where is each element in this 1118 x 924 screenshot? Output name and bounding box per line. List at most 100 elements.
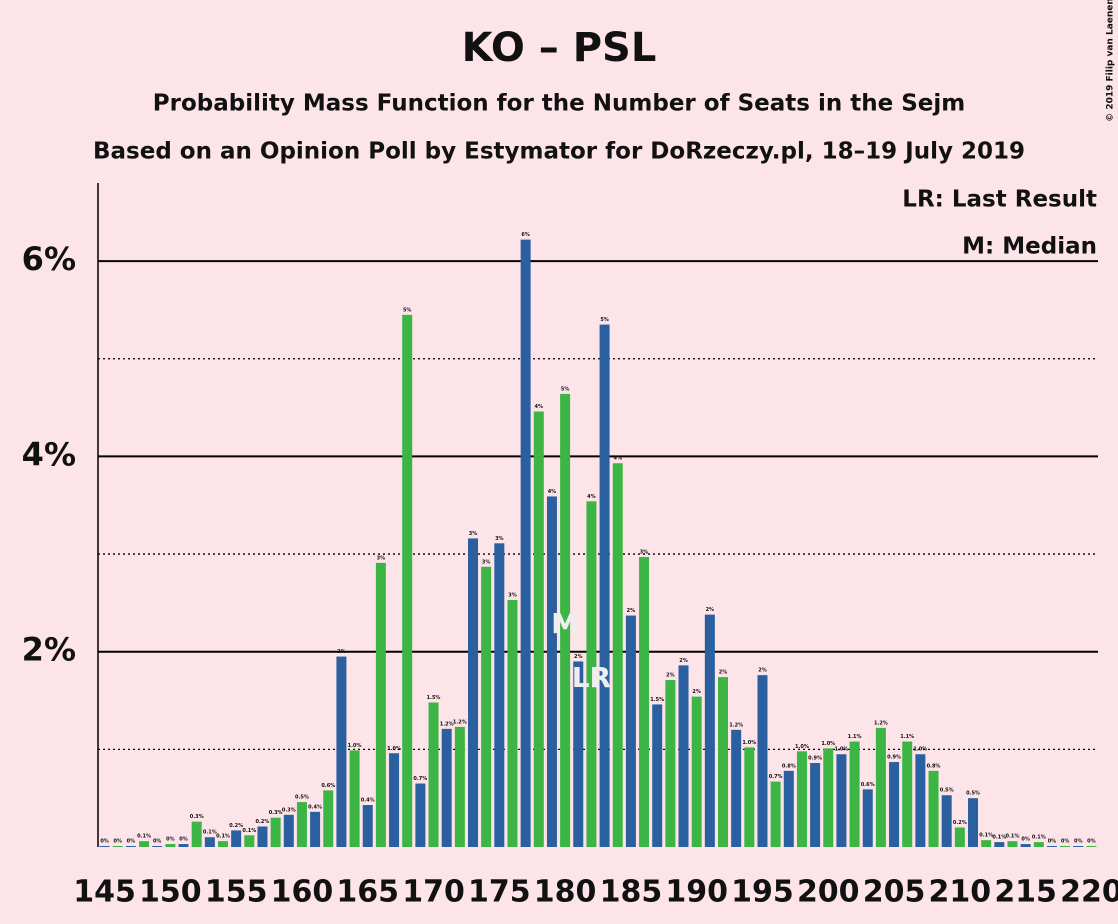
bar [994,842,1005,847]
value-label: 0.2% [256,819,270,825]
value-label: 4% [587,494,596,500]
value-label: 0.6% [861,782,875,788]
bar [678,665,689,847]
bar [468,538,478,847]
x-tick-label: 170 [402,875,465,910]
value-label: 3% [495,536,504,542]
legend-entry: LR: Last Result [902,187,1097,213]
value-label: 2% [706,607,715,613]
bar [112,846,123,847]
bar [415,783,426,847]
value-label: 0.7% [769,774,783,780]
bar [125,846,136,847]
bar [718,677,728,847]
bar [296,802,307,847]
bar [1046,846,1057,847]
bar [1060,846,1071,847]
value-label: 1.2% [729,722,743,728]
bar [441,728,452,847]
x-tick-label: 145 [73,875,136,910]
bar [1073,846,1084,847]
bar [1020,844,1031,847]
x-tick-label: 180 [534,875,597,910]
value-label: 1.0% [387,746,401,752]
value-label: 1.5% [427,695,441,701]
bar [889,762,900,847]
bar [849,741,860,847]
y-tick-label: 6% [22,240,76,278]
bar [599,324,610,847]
bar [954,827,965,847]
bar [981,840,992,847]
bar [757,675,768,847]
bar [152,846,163,847]
value-label: 0.9% [808,756,822,762]
bar [283,814,294,847]
bar [507,599,518,847]
bar [389,753,400,847]
bar [1033,842,1044,847]
value-label: 0.1% [992,835,1006,841]
bar [323,790,334,847]
value-label: 0.3% [190,814,204,820]
value-label: 4% [535,404,544,410]
value-label: 1.2% [440,721,454,727]
value-label: 0.8% [927,763,941,769]
bar [625,615,636,847]
bar [1086,846,1097,847]
bar [231,830,242,847]
y-tick-label: 4% [22,435,76,473]
value-label: 1.0% [348,743,362,749]
x-tick-label: 205 [863,875,926,910]
bar [704,614,715,847]
value-label: 0% [1021,837,1030,843]
bar [310,811,321,847]
value-label: 6% [521,232,530,238]
bar [652,704,663,847]
value-label: 0.4% [361,798,375,804]
bar [862,789,873,847]
value-label: 1.0% [742,740,756,746]
value-label: 1.2% [453,719,467,725]
value-label: 0.1% [216,834,230,840]
y-tick-label: 2% [22,631,76,669]
value-label: 3% [377,555,386,561]
value-label: 5% [403,307,412,313]
bar [494,543,505,847]
chart-title: KO – PSL [462,25,657,71]
legend-entry: M: Median [962,234,1097,260]
value-label: 0.7% [413,776,427,782]
bar [823,748,834,847]
value-label: 0.3% [269,810,283,816]
bar [770,781,781,847]
bar [454,726,465,847]
bar [915,754,926,847]
value-label: 0% [1061,839,1070,845]
value-label: 0.5% [966,791,980,797]
chart-subtitle: Based on an Opinion Poll by Estymator fo… [93,139,1025,165]
value-label: 3% [640,549,649,555]
bar [257,826,268,847]
bar [178,844,189,847]
value-label: 2% [719,670,728,676]
value-label: 0% [127,839,136,845]
bar [836,754,847,847]
bar [612,463,623,847]
value-label: 0.4% [308,804,322,810]
value-label: 0% [1048,839,1057,845]
value-label: 5% [561,386,570,392]
value-label: 3% [508,592,517,598]
bar [520,239,531,847]
value-label: 1.0% [834,747,848,753]
value-label: 0% [113,839,122,845]
x-tick-label: 220 [1060,875,1118,910]
value-label: 2% [692,689,701,695]
value-label: 1.5% [650,697,664,703]
value-label: 1.0% [795,744,809,750]
value-label: 2% [679,658,688,664]
value-label: 0.2% [953,820,967,826]
bar [428,702,439,847]
value-label: 2% [337,649,346,655]
value-label: 4% [548,489,557,495]
